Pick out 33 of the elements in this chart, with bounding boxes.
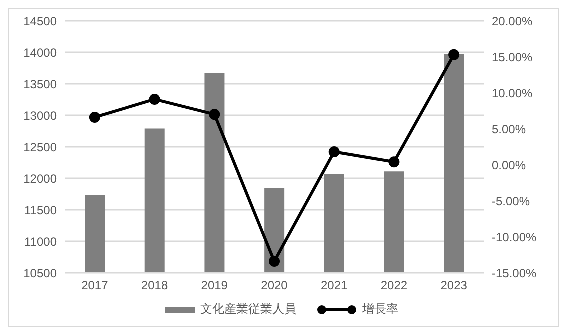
y2-tick-label: 0.00%	[492, 158, 526, 172]
point	[269, 256, 280, 267]
legend-label: 文化産業従業人員	[200, 301, 296, 318]
y-tick-label: 10500	[24, 266, 58, 280]
x-tick-label: 2019	[201, 278, 228, 293]
x-tick-label: 2018	[141, 278, 168, 293]
legend-label: 增長率	[362, 301, 398, 318]
y2-tick-label: -10.00%	[492, 230, 538, 244]
y-tick-label: 11000	[24, 234, 58, 249]
y2-tick-label: 15.00%	[492, 50, 534, 64]
x-tick-label: 2021	[321, 278, 348, 293]
x-tick-label: 2022	[380, 278, 408, 293]
y2-tick-label: -15.00%	[492, 266, 538, 280]
y-tick-label: 13000	[24, 108, 58, 123]
y-tick-label: 14500	[24, 14, 58, 28]
y2-tick-label: 10.00%	[492, 86, 534, 100]
point	[388, 156, 400, 168]
y-tick-label: 14000	[24, 46, 58, 60]
point	[328, 146, 340, 158]
x-tick-label: 2023	[440, 278, 468, 293]
point	[209, 109, 220, 120]
y2-tick-label: 20.00%	[492, 14, 534, 28]
y2-tick-label: -5.00%	[492, 194, 530, 208]
y2-tick-label: 5.00%	[492, 122, 526, 136]
point	[448, 49, 460, 60]
y-tick-label: 12000	[24, 172, 58, 186]
y-tick-label: 12500	[24, 140, 58, 154]
x-tick-label: 2020	[261, 278, 288, 293]
y-tick-label: 13500	[24, 77, 58, 92]
x-tick-label: 2017	[82, 278, 109, 293]
point	[149, 94, 160, 105]
y-tick-label: 11500	[24, 203, 58, 218]
point	[89, 112, 100, 123]
